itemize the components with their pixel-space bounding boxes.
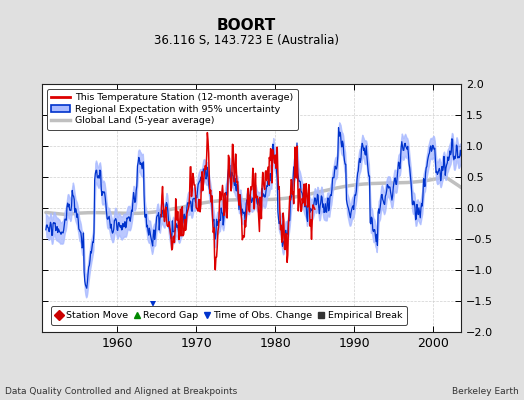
Legend: Station Move, Record Gap, Time of Obs. Change, Empirical Break: Station Move, Record Gap, Time of Obs. C… [51,306,407,325]
Text: 36.116 S, 143.723 E (Australia): 36.116 S, 143.723 E (Australia) [154,34,339,47]
Text: BOORT: BOORT [216,18,276,33]
Text: Berkeley Earth: Berkeley Earth [452,387,519,396]
Text: Data Quality Controlled and Aligned at Breakpoints: Data Quality Controlled and Aligned at B… [5,387,237,396]
